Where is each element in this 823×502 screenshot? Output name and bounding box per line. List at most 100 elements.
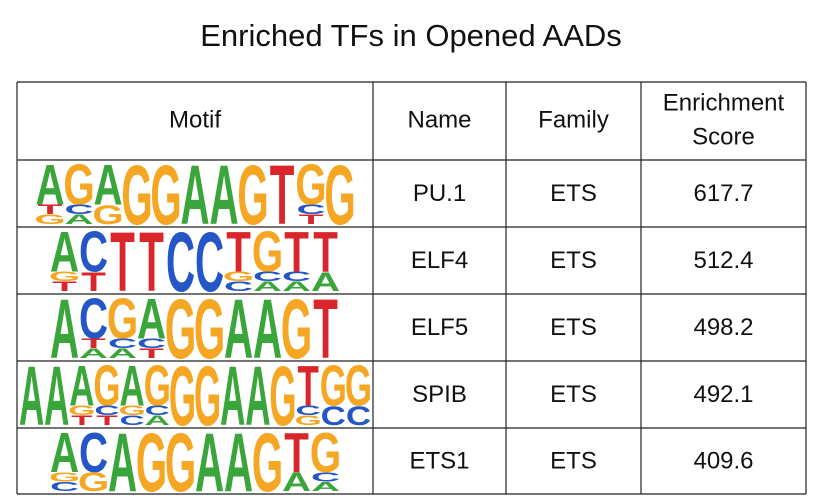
logo-letter: G xyxy=(237,149,268,244)
logo-letter: C xyxy=(311,470,340,485)
logo-letter: G xyxy=(121,149,152,244)
logo-letter: A xyxy=(120,355,145,419)
logo-letter: G xyxy=(169,348,196,443)
logo-letter: G xyxy=(252,219,283,284)
table-cell: SPIB xyxy=(412,381,467,408)
logo-letter: C xyxy=(296,203,325,218)
logo-letter: A xyxy=(108,416,137,497)
logo-letter: C xyxy=(79,422,108,484)
table-cell: ELF5 xyxy=(411,314,468,341)
logo-letter: G xyxy=(281,283,312,378)
logo-letter: A xyxy=(19,348,44,443)
logo-letter: G xyxy=(324,149,355,244)
logo-letter: A xyxy=(44,348,69,443)
logo-letter: A xyxy=(282,468,311,497)
logo-letter: G xyxy=(165,416,196,497)
logo-letter: C xyxy=(195,216,224,311)
logo-letter: A xyxy=(245,348,270,443)
logo-letter: G xyxy=(107,286,138,351)
logo-letter: G xyxy=(78,468,109,497)
logo-letter: C xyxy=(108,337,137,352)
logo-letter: T xyxy=(270,149,295,244)
logo-letter: G xyxy=(345,355,372,419)
table-cell: PU.1 xyxy=(413,180,466,207)
logo-letter: G xyxy=(150,149,181,244)
logo-letter: T xyxy=(52,279,77,294)
table-cell: ETS xyxy=(550,247,597,274)
logo-letter: C xyxy=(94,403,119,418)
table-cell: ETS xyxy=(550,447,597,474)
logo-letter: T xyxy=(96,413,117,428)
logo-letter: A xyxy=(35,152,64,217)
logo-letter: G xyxy=(49,270,80,285)
table-cell: 617.7 xyxy=(693,180,753,207)
logo-letter: G xyxy=(165,283,196,378)
table-cell: 492.1 xyxy=(693,381,753,408)
logo-letter: A xyxy=(93,152,122,217)
logo-letter: G xyxy=(269,348,296,443)
logo-letter: G xyxy=(93,355,120,419)
logo-letter: T xyxy=(299,212,324,227)
logo-letter: G xyxy=(252,416,283,497)
logo-letter: G xyxy=(223,270,254,285)
logo-letter: C xyxy=(79,286,108,351)
logo-letter: C xyxy=(64,203,93,218)
logo-letter: G xyxy=(194,348,221,443)
logo-letter: T xyxy=(297,355,318,419)
table-cell: ELF4 xyxy=(411,247,468,274)
header-cell: Motif xyxy=(169,106,221,133)
logo-letter: C xyxy=(50,479,79,494)
logo-letter: G xyxy=(119,403,146,418)
logo-letter: T xyxy=(71,413,92,428)
logo-letter: A xyxy=(69,355,94,419)
logo-letter: G xyxy=(320,355,347,419)
logo-letter: G xyxy=(34,212,65,227)
header-cell: Enrichment xyxy=(663,89,785,116)
logo-letter: G xyxy=(92,200,123,230)
logo-letter: C xyxy=(137,337,166,352)
logo-letter: T xyxy=(313,283,338,378)
logo-letter: A xyxy=(108,346,137,361)
logo-letter: G xyxy=(68,403,95,418)
logo-letter: T xyxy=(139,346,164,361)
logo-letter: C xyxy=(321,401,346,431)
logo-letter: G xyxy=(63,152,94,217)
logo-letter: T xyxy=(226,219,251,284)
logo-letter: T xyxy=(139,216,164,311)
logo-letter: G xyxy=(310,422,341,484)
logo-letter: T xyxy=(81,267,106,297)
table-cell: 409.6 xyxy=(693,447,753,474)
table-cell: ETS xyxy=(550,180,597,207)
logo-letter: G xyxy=(136,416,167,497)
logo-letter: C xyxy=(282,270,311,285)
logo-letter: A xyxy=(180,149,209,244)
logo-letter: A xyxy=(220,348,245,443)
logo-letter: A xyxy=(50,283,79,378)
logo-letter: A xyxy=(137,286,166,351)
logo-letter: G xyxy=(295,413,322,428)
logo-letter: A xyxy=(253,279,282,294)
table-cell: ETS1 xyxy=(409,447,469,474)
header-cell: Name xyxy=(407,106,471,133)
logo-letter: G xyxy=(295,152,326,217)
table-cell: ETS xyxy=(550,314,597,341)
logo-letter: A xyxy=(253,283,282,378)
logo-letter: C xyxy=(79,219,108,284)
logo-letter: G xyxy=(144,355,171,419)
logo-letter: A xyxy=(195,416,224,497)
logo-letter: C xyxy=(145,403,170,418)
logo-letter: C xyxy=(120,413,145,428)
logo-letter: A xyxy=(209,149,238,244)
logo-letter: A xyxy=(311,479,340,494)
logo-letter: T xyxy=(81,337,106,352)
logo-letter: T xyxy=(38,203,63,218)
logo-letter: A xyxy=(224,283,253,378)
logo-letter: A xyxy=(50,422,79,484)
table-cell: ETS xyxy=(550,381,597,408)
header-cell: Family xyxy=(538,106,609,133)
